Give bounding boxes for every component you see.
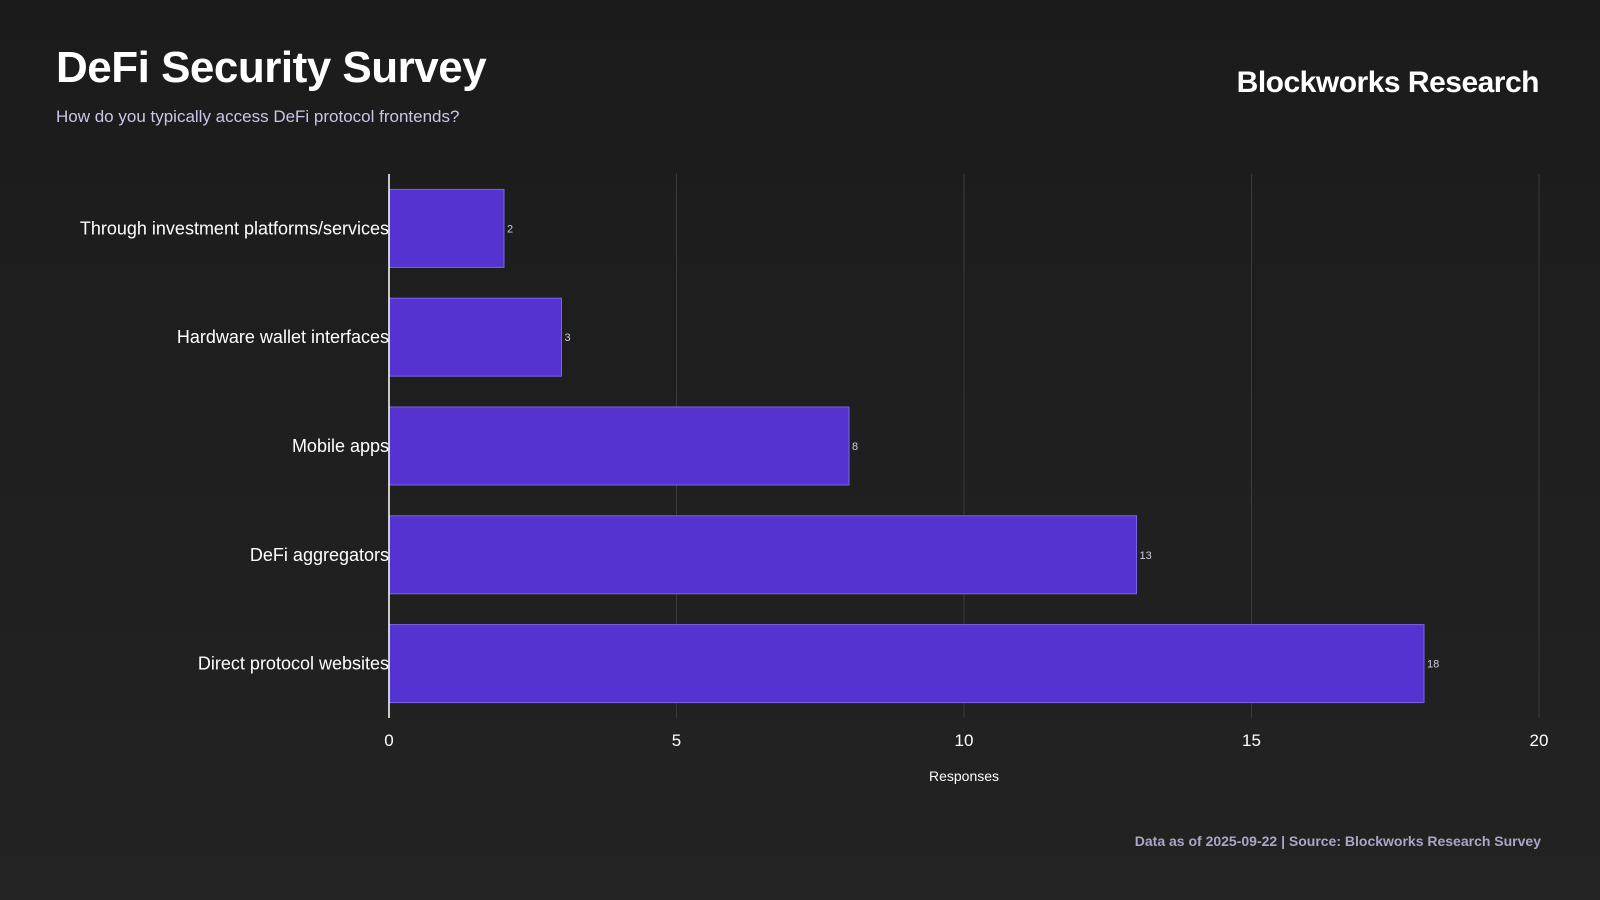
data-label: 2: [507, 223, 513, 235]
bar[interactable]: [388, 515, 1137, 595]
y-category-label: Mobile apps: [292, 436, 389, 456]
data-label: 13: [1140, 550, 1152, 562]
source-footnote: Data as of 2025-09-22 | Source: Blockwor…: [1134, 833, 1541, 849]
bar[interactable]: [388, 188, 505, 268]
data-label: 3: [565, 332, 571, 344]
x-tick-label: 0: [384, 731, 393, 750]
bar[interactable]: [388, 297, 562, 377]
y-category-label: DeFi aggregators: [250, 545, 389, 565]
x-tick-label: 15: [1242, 731, 1261, 750]
x-tick-label: 5: [672, 731, 681, 750]
x-axis-label: Responses: [929, 768, 999, 784]
x-tick-label: 10: [955, 731, 974, 750]
bars: [388, 188, 1425, 704]
y-category-label: Hardware wallet interfaces: [177, 327, 389, 347]
data-label: 8: [852, 441, 858, 453]
bar[interactable]: [388, 406, 850, 486]
brand-logo: Blockworks Research: [1236, 66, 1540, 99]
axes: 0 5 10 15 20 Through investment platforms/ser…: [80, 174, 1549, 750]
data-label: 18: [1427, 659, 1439, 671]
bar[interactable]: [388, 624, 1425, 704]
page-subtitle: How do you typically access DeFi protoco…: [56, 107, 460, 126]
y-category-label: Direct protocol websites: [198, 654, 389, 674]
x-tick-label: 20: [1530, 731, 1549, 750]
page-title: DeFi Security Survey: [56, 43, 487, 92]
y-category-label: Through investment platforms/services: [80, 218, 389, 238]
